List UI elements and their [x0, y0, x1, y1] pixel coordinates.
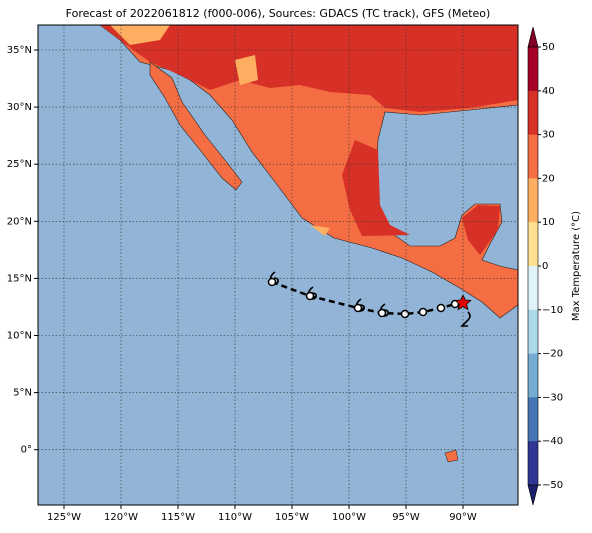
colorbar-extend-min [527, 484, 539, 506]
colorbar-segment [528, 266, 538, 311]
x-tick-label: 90°W [449, 512, 477, 523]
colorbar-segment [528, 47, 538, 92]
colorbar-extend-max [527, 26, 539, 48]
colorbar-tick-label: −20 [542, 349, 563, 360]
track [267, 271, 472, 327]
x-tick-label: 115°W [161, 512, 195, 523]
colorbar-segment [528, 222, 538, 267]
land-baja [149, 61, 243, 191]
colorbar: 50 40 30 20 10 0 −10 −20 −30 −40 −50 [527, 26, 563, 506]
colorbar-segment [528, 309, 538, 355]
colorbar-segment [528, 134, 538, 179]
colorbar-tick-label: 30 [542, 130, 555, 141]
colorbar-label: Max Temperature (°C) [571, 211, 582, 321]
colorbar-tick-label: 20 [542, 173, 555, 184]
colorbar-segment [528, 441, 538, 486]
colorbar-tick-label: −40 [542, 436, 563, 447]
colorbar-segment [528, 90, 538, 136]
colorbar-tick-label: 40 [542, 86, 555, 97]
map-title: Forecast of 2022061812 (f000-006), Sourc… [66, 7, 491, 20]
graticule [38, 25, 518, 505]
y-tick-label: 30°N [7, 102, 32, 113]
colorbar-segment [528, 178, 538, 223]
hot-us [100, 25, 518, 112]
colorbar-segment [528, 397, 538, 442]
y-tick-label: 35°N [7, 45, 32, 56]
colorbar-tick-label: 10 [542, 217, 555, 228]
track-points [267, 277, 460, 319]
colorbar-segment [528, 353, 538, 398]
track-line [271, 280, 464, 316]
colorbar-tick-label: 0 [542, 261, 548, 272]
y-tick-label: 5°N [13, 388, 32, 399]
map [38, 25, 518, 505]
y-tick-label: 25°N [7, 159, 32, 170]
colorbar-tick-label: −50 [542, 480, 563, 491]
x-tick-label: 100°W [332, 512, 366, 523]
y-tick-label: 0° [21, 445, 32, 456]
y-tick-label: 15°N [7, 273, 32, 284]
colorbar-tick-label: −10 [542, 305, 563, 316]
colorbar-tick-label: 50 [542, 42, 555, 53]
y-tick-label: 20°N [7, 216, 32, 227]
x-tick-label: 95°W [392, 512, 420, 523]
y-tick-label: 10°N [7, 331, 32, 342]
hot-mexico [120, 38, 500, 255]
colorbar-tick-label: −30 [542, 392, 563, 403]
x-tick-label: 120°W [104, 512, 138, 523]
x-tick-label: 105°W [275, 512, 309, 523]
x-tick-label: 125°W [47, 512, 81, 523]
land-galapagos [444, 449, 459, 463]
map-frame [37, 24, 519, 506]
x-tick-label: 110°W [218, 512, 252, 523]
